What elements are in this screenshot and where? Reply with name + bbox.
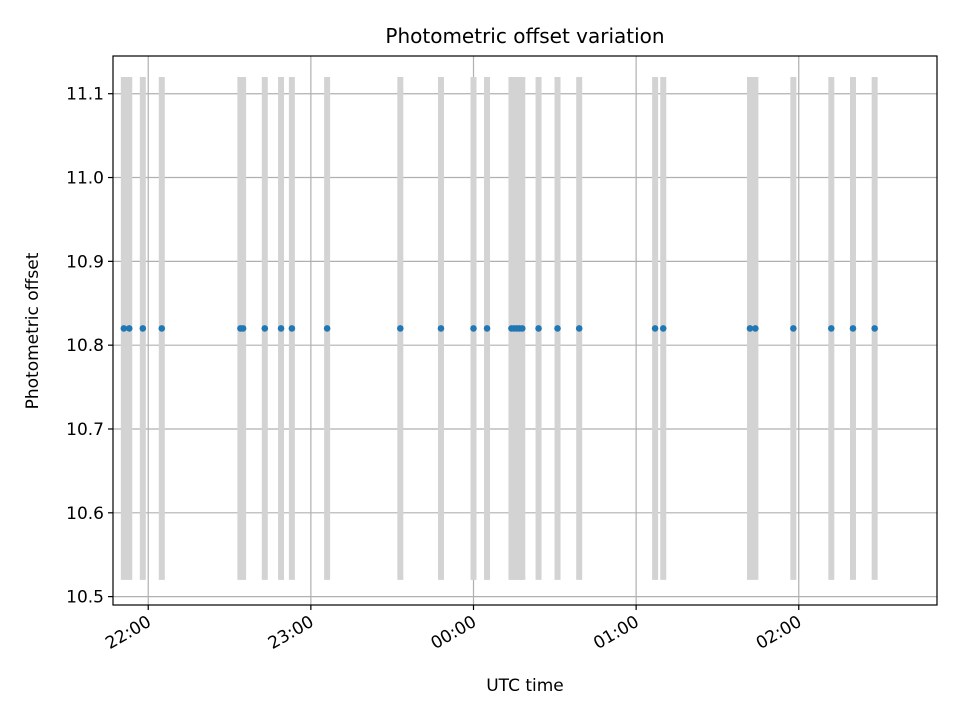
data-point [120,325,128,332]
data-point [746,325,754,332]
data-point [261,325,269,332]
data-point [139,325,147,332]
plot-frame [112,55,938,606]
data-point [277,325,285,332]
data-point [535,325,542,332]
data-point [239,325,247,332]
data-point [827,325,835,332]
y-tick-label: 10.7 [66,420,104,440]
data-point [849,325,857,332]
data-point [125,325,133,332]
y-axis-label: Photometric offset [23,252,43,409]
y-tick-label: 10.6 [66,504,104,524]
y-tick-label: 10.9 [66,252,104,272]
data-points [120,325,878,332]
data-point [397,325,404,332]
data-point [554,325,561,332]
data-point [871,325,878,332]
x-axis-label: UTC time [486,676,564,696]
y-tick-label: 10.5 [66,588,104,608]
data-point [518,325,526,332]
data-point [158,325,166,332]
data-point [651,325,659,332]
data-point [752,325,759,332]
data-point [288,325,296,332]
chart-title: Photometric offset variation [385,24,664,48]
data-point [483,325,491,332]
data-point [470,325,477,332]
y-tick-label: 11.1 [66,85,104,105]
data-point [323,325,331,332]
data-point [437,325,445,332]
data-point [659,325,667,332]
data-point [575,325,583,332]
y-tick-label: 11.0 [66,169,104,189]
y-tick-label: 10.8 [66,336,104,356]
data-point [790,325,797,332]
